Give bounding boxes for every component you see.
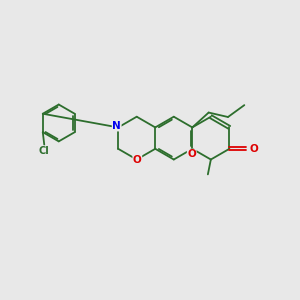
- Text: O: O: [133, 154, 142, 164]
- Text: O: O: [187, 149, 196, 159]
- Text: O: O: [250, 144, 258, 154]
- Text: Cl: Cl: [39, 146, 50, 156]
- Text: N: N: [112, 121, 121, 131]
